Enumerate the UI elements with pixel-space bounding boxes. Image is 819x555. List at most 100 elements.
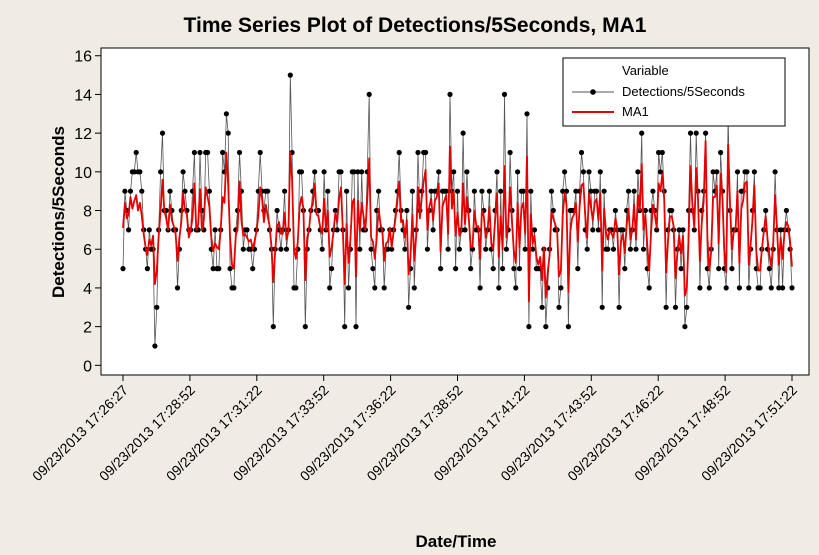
detections-point	[590, 227, 596, 233]
detections-point	[270, 324, 276, 330]
detections-point	[404, 207, 410, 214]
detections-point	[453, 266, 459, 272]
detections-point	[659, 149, 665, 156]
detections-point	[693, 130, 699, 136]
detections-point	[646, 285, 652, 291]
detections-point	[729, 266, 735, 272]
detections-point	[428, 188, 434, 194]
detections-point	[558, 285, 564, 291]
detections-point	[526, 324, 532, 330]
detections-point	[543, 324, 549, 330]
detections-point	[415, 149, 421, 156]
detections-point	[302, 324, 308, 330]
x-axis-label: Date/Time	[416, 532, 497, 550]
detections-point	[210, 266, 216, 272]
detections-point	[319, 246, 325, 252]
detections-point	[783, 207, 790, 214]
detections-point	[152, 343, 158, 349]
detections-point	[389, 246, 395, 252]
detections-point	[144, 266, 150, 272]
detections-point	[338, 169, 344, 175]
detections-point	[622, 266, 628, 272]
detections-point	[595, 227, 602, 233]
detections-point	[206, 188, 212, 194]
detections-point	[344, 188, 350, 194]
detections-point	[584, 246, 590, 252]
detections-point	[766, 266, 773, 272]
detections-point	[167, 188, 173, 194]
detections-point	[494, 169, 500, 175]
detections-point	[723, 285, 729, 291]
detections-point	[736, 285, 743, 291]
detections-point	[137, 169, 143, 175]
legend-title: Variable	[622, 63, 669, 78]
detections-point	[580, 169, 587, 175]
detections-point	[244, 227, 250, 233]
y-tick-label: 6	[83, 242, 92, 259]
detections-point	[468, 266, 474, 272]
detections-point	[456, 246, 462, 252]
detections-point	[477, 285, 483, 291]
y-tick-label: 10	[74, 165, 92, 182]
detections-point	[430, 227, 436, 233]
detections-point	[530, 246, 536, 252]
detections-point	[627, 246, 634, 252]
detections-point	[680, 227, 686, 233]
detections-point	[703, 130, 709, 136]
legend-label-ma1: MA1	[622, 104, 649, 119]
detections-point	[757, 285, 763, 291]
detections-point	[772, 169, 778, 175]
detections-point	[672, 304, 679, 310]
detections-point	[411, 285, 417, 291]
detections-point	[402, 246, 408, 252]
detections-point	[368, 246, 374, 252]
detections-point	[236, 149, 243, 156]
detections-point	[656, 149, 662, 156]
detections-point	[223, 111, 229, 117]
detections-point	[278, 246, 284, 252]
detections-point	[287, 72, 293, 78]
chart-title: Time Series Plot of Detections/5Seconds,…	[184, 14, 647, 37]
detections-point	[174, 285, 181, 291]
ma1-line	[122, 139, 793, 303]
detections-point	[586, 169, 592, 175]
detections-point	[522, 246, 528, 252]
detections-point	[327, 285, 333, 291]
detections-point	[714, 169, 720, 175]
detections-point	[706, 285, 712, 291]
detections-point	[325, 188, 331, 194]
detections-point	[438, 266, 444, 272]
detections-point	[778, 227, 784, 233]
detections-point	[483, 246, 489, 252]
detections-point	[197, 149, 203, 156]
detections-point	[684, 304, 690, 310]
detections-point	[776, 285, 782, 291]
detections-point	[212, 227, 218, 233]
detections-point	[445, 246, 451, 252]
y-tick-label: 4	[83, 281, 92, 298]
detections-point	[451, 169, 457, 175]
detections-point	[616, 304, 622, 310]
detections-point	[372, 285, 378, 291]
detections-point	[334, 227, 340, 233]
detections-point	[423, 149, 429, 156]
detections-point	[639, 130, 645, 136]
detections-point	[601, 188, 607, 194]
legend-marker-detections	[590, 89, 596, 95]
detections-point	[746, 285, 752, 291]
detections-point	[678, 266, 684, 272]
detections-point	[625, 188, 632, 194]
detections-point	[154, 304, 160, 310]
detections-point	[146, 227, 152, 233]
legend: Variable Detections/5Seconds MA1	[562, 57, 786, 127]
detections-point	[663, 304, 669, 310]
detections-point	[274, 207, 280, 214]
detections-point	[734, 169, 741, 175]
detections-point	[283, 246, 290, 252]
detections-point	[139, 188, 145, 194]
detections-point	[768, 285, 774, 291]
detections-point	[511, 266, 517, 272]
detections-point	[687, 130, 694, 136]
detections-point	[385, 246, 391, 252]
